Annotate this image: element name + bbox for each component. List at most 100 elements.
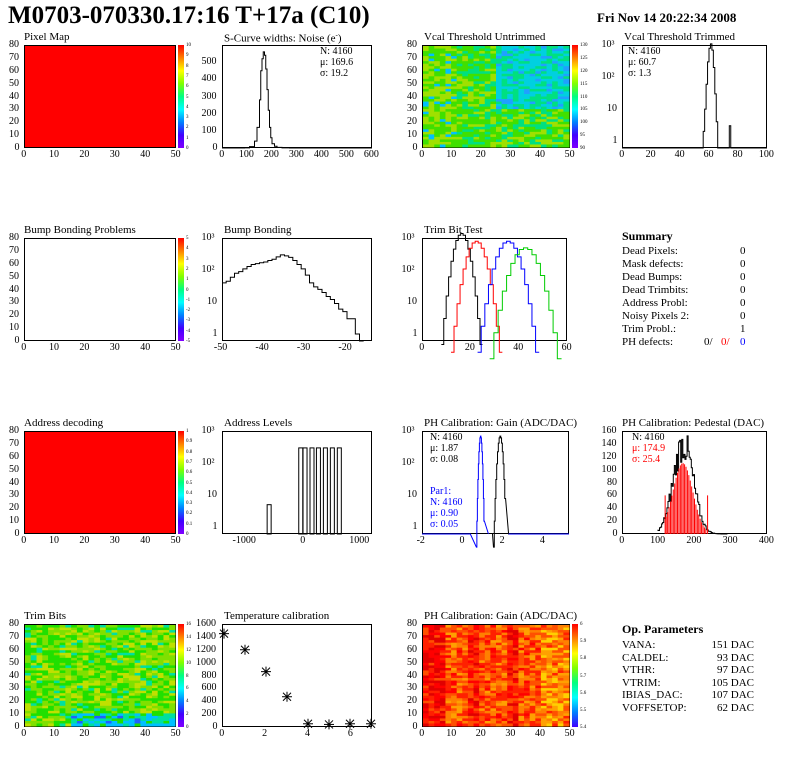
histogram-line bbox=[222, 51, 372, 149]
colorbar-label: 1 bbox=[186, 429, 189, 434]
x-tick-label: 50 bbox=[170, 342, 181, 353]
x-tick-label: 200 bbox=[263, 149, 279, 160]
x-tick-label: 300 bbox=[722, 535, 738, 546]
y-tick-label: 1 bbox=[412, 521, 418, 532]
p32-histogram bbox=[266, 447, 342, 535]
summary-title: Summary bbox=[622, 229, 673, 243]
stat-line: σ: 0.05 bbox=[430, 519, 459, 530]
colorbar-label: 3 bbox=[186, 115, 189, 121]
stat-line: Par1: bbox=[430, 486, 452, 497]
x-tick-label: 10 bbox=[49, 728, 59, 739]
x-tick-label: 60 bbox=[561, 342, 572, 353]
timestamp: Fri Nov 14 20:22:34 2008 bbox=[597, 10, 737, 25]
summary-label: PH defects: bbox=[622, 336, 674, 348]
y-tick-label: 70 bbox=[9, 51, 19, 63]
x-tick-label: 100 bbox=[238, 149, 254, 160]
colorbar-label: 6 bbox=[580, 622, 583, 627]
x-tick-label: 40 bbox=[535, 149, 545, 160]
y-tick-label: 0 bbox=[412, 721, 418, 732]
summary-label: Address Probl: bbox=[622, 297, 688, 309]
p32-title: Address Levels bbox=[224, 417, 293, 429]
y-tick-label: 30 bbox=[407, 103, 417, 115]
y-tick-label: 30 bbox=[9, 489, 19, 501]
colorbar-label: 0.1 bbox=[186, 521, 193, 527]
level-peak bbox=[298, 447, 304, 535]
y-tick-label: 160 bbox=[601, 425, 617, 436]
level-peak bbox=[322, 447, 328, 535]
x-tick-label: 10 bbox=[446, 728, 457, 739]
x-tick-label: 0 bbox=[300, 535, 306, 546]
x-tick-label: 20 bbox=[79, 149, 90, 160]
x-tick-label: 30 bbox=[109, 728, 120, 739]
colorbar-label: 5.8 bbox=[580, 656, 587, 662]
data-point bbox=[324, 719, 334, 730]
p42-scatter bbox=[219, 628, 376, 730]
colorbar-label: 4 bbox=[186, 104, 189, 110]
x-tick-label: 400 bbox=[758, 535, 774, 546]
y-tick-label: 1 bbox=[212, 521, 218, 532]
x-tick-label: 2 bbox=[499, 535, 505, 546]
colorbar-label: 5.5 bbox=[580, 707, 587, 713]
stat-line: N: 4160 bbox=[430, 432, 463, 443]
p13-title: Vcal Threshold Untrimmed bbox=[424, 31, 546, 43]
x-tick-label: 0 bbox=[219, 728, 225, 739]
data-point bbox=[366, 718, 376, 729]
p41-heatmap bbox=[25, 625, 176, 727]
x-tick-label: 0 bbox=[21, 728, 27, 739]
x-tick-label: 50 bbox=[170, 728, 181, 739]
colorbar-label: 0.6 bbox=[186, 470, 193, 476]
param-label: IBIAS_DAC: bbox=[622, 689, 683, 701]
x-tick-label: -20 bbox=[338, 342, 352, 353]
y-tick-label: 80 bbox=[9, 425, 19, 436]
colorbar-label: 10 bbox=[186, 43, 191, 48]
y-tick-label: 0 bbox=[14, 721, 20, 732]
colorbar-label: 120 bbox=[580, 68, 588, 74]
histogram-line bbox=[657, 435, 728, 535]
colorbar-label: 6 bbox=[186, 686, 189, 692]
p41-title: Trim Bits bbox=[24, 610, 67, 622]
x-tick-label: 4 bbox=[305, 728, 310, 739]
y-tick-label: 10 bbox=[407, 129, 417, 141]
level-peak bbox=[309, 447, 315, 535]
colorbar-label: 2 bbox=[186, 125, 189, 131]
colorbar-label: 0.5 bbox=[186, 480, 193, 486]
x-tick-label: 0 bbox=[21, 149, 27, 160]
stat-line: N: 4160 bbox=[632, 432, 665, 443]
x-tick-label: 30 bbox=[109, 149, 120, 160]
colorbar-label: 90 bbox=[580, 146, 585, 151]
y-tick-label: 20 bbox=[407, 695, 417, 707]
x-tick-label: -2 bbox=[416, 535, 425, 546]
x-tick-label: -1000 bbox=[232, 535, 256, 546]
summary-label: Dead Bumps: bbox=[622, 271, 683, 283]
colorbar-label: 5 bbox=[186, 236, 189, 241]
x-tick-label: 500 bbox=[338, 149, 354, 160]
colorbar-label: 125 bbox=[580, 55, 588, 61]
y-tick-label: 1 bbox=[212, 328, 218, 339]
x-tick-label: 10 bbox=[49, 149, 59, 160]
p12-title: S-Curve widths: Noise (e-) bbox=[224, 31, 342, 45]
y-tick-label: 60 bbox=[9, 257, 19, 269]
y-tick-label: 30 bbox=[9, 296, 19, 308]
param-label: VTHR: bbox=[622, 664, 655, 676]
param-row: IBIAS_DAC: 107 DAC bbox=[622, 689, 754, 701]
ph-defect-2: 0/ bbox=[721, 336, 730, 348]
p43-heatmap bbox=[423, 625, 570, 727]
p43-title: PH Calibration: Gain (ADC/DAC) bbox=[424, 610, 578, 622]
p23-plot-frame bbox=[422, 238, 567, 341]
y-tick-label: 100 bbox=[201, 124, 217, 136]
x-tick-label: 40 bbox=[140, 535, 151, 546]
x-tick-label: 80 bbox=[732, 149, 743, 160]
y-tick-label: 1200 bbox=[196, 643, 216, 655]
summary-row: Dead Pixels: 0 bbox=[622, 245, 746, 257]
y-tick-label: 10 bbox=[9, 708, 19, 720]
stat-line: N: 4160 bbox=[628, 46, 661, 57]
p33-stats: Par1: N: 4160 μ: 0.90 σ: 0.05 bbox=[430, 486, 463, 530]
y-tick-label: 1600 bbox=[196, 618, 216, 629]
colorbar-label: 5 bbox=[186, 94, 189, 100]
x-tick-label: 1000 bbox=[349, 535, 370, 546]
level-peak bbox=[302, 447, 308, 535]
y-tick-label: 30 bbox=[407, 682, 417, 694]
x-tick-label: 400 bbox=[313, 149, 329, 160]
x-tick-label: 50 bbox=[170, 535, 181, 546]
colorbar-label: -3 bbox=[186, 318, 191, 324]
